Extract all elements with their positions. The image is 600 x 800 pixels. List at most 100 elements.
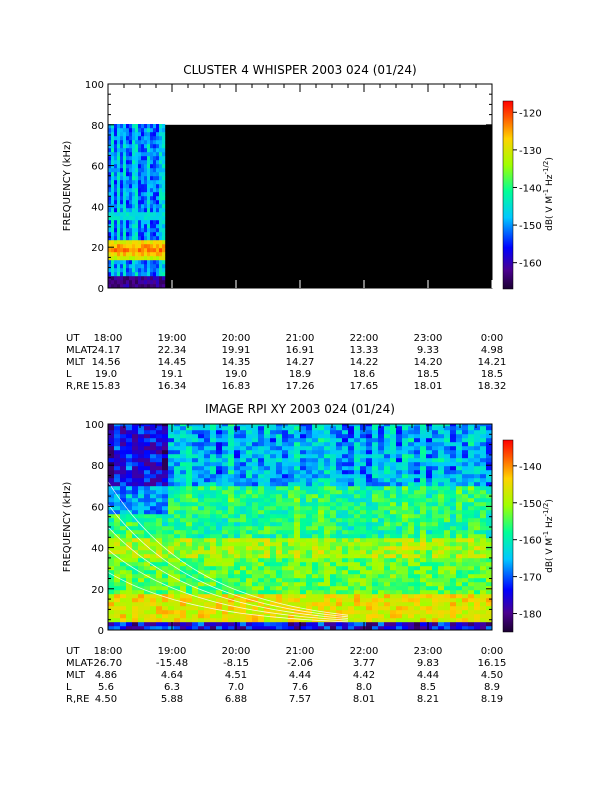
- spectrogram-cell: [294, 442, 301, 447]
- spectrogram-cell: [354, 442, 361, 447]
- spectrogram-cell: [312, 486, 319, 491]
- ephemeris-cell: 9.83: [417, 658, 439, 669]
- spectrogram-cell: [456, 554, 463, 559]
- spectrogram-cell: [126, 470, 133, 475]
- spectrogram-cell: [486, 462, 492, 467]
- spectrogram-cell: [198, 622, 205, 627]
- spectrogram-cell: [162, 426, 169, 431]
- spectrogram-cell: [366, 558, 373, 563]
- spectrogram-cell: [240, 574, 247, 579]
- spectrogram-cell: [444, 470, 451, 475]
- spectrogram-cell: [468, 514, 475, 519]
- spectrogram-cell: [186, 526, 193, 531]
- spectrogram-cell: [192, 446, 199, 451]
- spectrogram-cell: [354, 598, 361, 603]
- spectrogram-cell: [156, 622, 163, 627]
- spectrogram-cell: [264, 526, 271, 531]
- spectrogram-cell: [480, 582, 487, 587]
- spectrogram-cell: [378, 622, 385, 627]
- ephemeris-cell: 14.45: [158, 357, 187, 368]
- spectrogram-cell: [396, 494, 403, 499]
- spectrogram-cell: [126, 474, 133, 479]
- spectrogram-cell: [264, 498, 271, 503]
- spectrogram-cell: [450, 602, 457, 607]
- ephemeris-cell: -8.15: [223, 658, 249, 669]
- spectrogram-cell: [366, 578, 373, 583]
- spectrogram-cell: [402, 542, 409, 547]
- spectrogram-cell: [294, 606, 301, 611]
- spectrogram-cell: [282, 574, 289, 579]
- spectrogram-cell: [240, 458, 247, 463]
- spectrogram-cell: [324, 554, 331, 559]
- spectrogram-cell: [120, 136, 124, 141]
- spectrogram-cell: [294, 446, 301, 451]
- spectrogram-cell: [360, 474, 367, 479]
- spectrogram-cell: [192, 570, 199, 575]
- spectrogram-cell: [234, 530, 241, 535]
- spectrogram-cell: [111, 216, 115, 221]
- spectrogram-cell: [162, 594, 169, 599]
- spectrogram-cell: [456, 426, 463, 431]
- spectrogram-cell: [354, 506, 361, 511]
- spectrogram-cell: [324, 482, 331, 487]
- spectrogram-cell: [117, 264, 121, 269]
- spectrogram-cell: [147, 248, 151, 253]
- spectrogram-cell: [324, 550, 331, 555]
- spectrogram-cell: [300, 562, 307, 567]
- spectrogram-cell: [156, 602, 163, 607]
- spectrogram-cell: [264, 518, 271, 523]
- spectrogram-cell: [111, 184, 115, 189]
- spectrogram-cell: [144, 438, 151, 443]
- spectrogram-cell: [162, 240, 166, 245]
- spectrogram-cell: [450, 554, 457, 559]
- spectrogram-cell: [141, 184, 145, 189]
- spectrogram-cell: [342, 530, 349, 535]
- spectrogram-cell: [114, 446, 121, 451]
- spectrogram-cell: [360, 522, 367, 527]
- spectrogram-cell: [192, 482, 199, 487]
- spectrogram-cell: [114, 148, 118, 153]
- spectrogram-cell: [342, 502, 349, 507]
- spectrogram-cell: [120, 260, 124, 265]
- spectrogram-cell: [420, 478, 427, 483]
- spectrogram-cell: [156, 268, 160, 273]
- spectrogram-cell: [480, 574, 487, 579]
- spectrogram-cell: [324, 490, 331, 495]
- spectrogram-cell: [432, 466, 439, 471]
- spectrogram-cell: [144, 216, 148, 221]
- spectrogram-cell: [252, 582, 259, 587]
- spectrogram-cell: [456, 526, 463, 531]
- y-tick-label: 20: [91, 243, 104, 254]
- spectrogram-cell: [222, 514, 229, 519]
- spectrogram-cell: [270, 478, 277, 483]
- spectrogram-cell: [324, 626, 331, 630]
- spectrogram-cell: [153, 168, 157, 173]
- spectrogram-cell: [153, 172, 157, 177]
- spectrogram-cell: [480, 462, 487, 467]
- spectrogram-cell: [129, 272, 133, 277]
- spectrogram-cell: [462, 498, 469, 503]
- spectrogram-cell: [474, 498, 481, 503]
- spectrogram-cell: [120, 196, 124, 201]
- spectrogram-cell: [150, 546, 157, 551]
- spectrogram-cell: [414, 538, 421, 543]
- spectrogram-cell: [138, 570, 145, 575]
- spectrogram-cell: [126, 280, 130, 285]
- cutoff-curve: [108, 504, 349, 618]
- spectrogram-cell: [480, 458, 487, 463]
- spectrogram-cell: [222, 542, 229, 547]
- spectrogram-cell: [240, 446, 247, 451]
- spectrogram-cell: [348, 554, 355, 559]
- spectrogram-cell: [468, 454, 475, 459]
- spectrogram-cell: [486, 586, 492, 591]
- spectrogram-cell: [114, 454, 121, 459]
- spectrogram-cell: [228, 470, 235, 475]
- spectrogram-cell: [180, 530, 187, 535]
- spectrogram-cell: [132, 586, 139, 591]
- spectrogram-cell: [378, 454, 385, 459]
- spectrogram-cell: [468, 534, 475, 539]
- spectrogram-cell: [366, 554, 373, 559]
- ephemeris-cell: 18.5: [481, 369, 503, 380]
- spectrogram-cell: [348, 590, 355, 595]
- spectrogram-cell: [123, 156, 127, 161]
